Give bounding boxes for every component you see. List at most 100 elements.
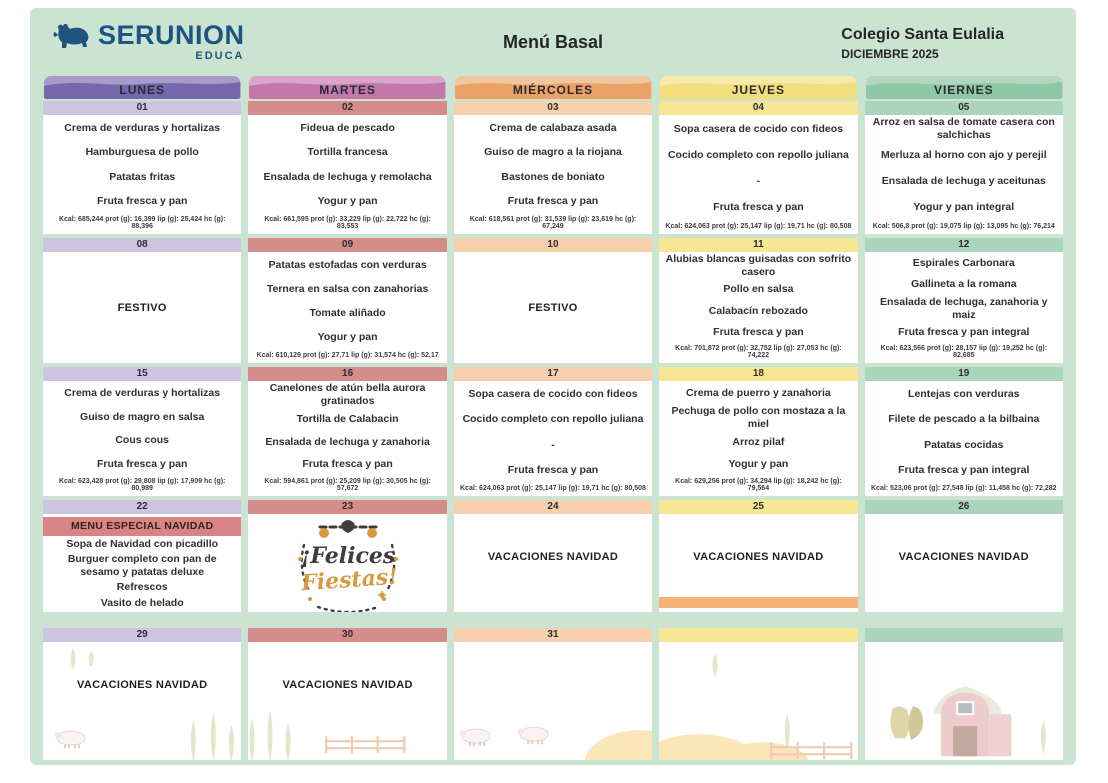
day-body: Espirales Carbonara Gallineta a la romana… (864, 252, 1063, 363)
nutrition-info: Kcal: 506,8 prot (g): 19,075 lip (g): 13… (872, 223, 1055, 230)
wreath-wrap: ¡Felices Fiestas! (253, 515, 441, 612)
farm-illustration (249, 710, 406, 760)
weekday-header-miercoles: MIÉRCOLES (454, 76, 652, 99)
day-cell-03: 03 Crema de calabaza asada Guiso de magro … (453, 101, 653, 234)
day-number: 30 (248, 628, 447, 642)
calendar-grid: LUNES MARTES MIÉRCOLES JUEVES VIERNES 01 Crema… (30, 76, 1076, 764)
nutrition-info: Kcal: 623,428 prot (g): 29,808 lip (g): … (58, 478, 226, 492)
brand-name: SERUNION (98, 20, 245, 50)
svg-text:Fiestas!: Fiestas! (299, 564, 398, 597)
menu-item: Yogur y pan (728, 458, 789, 471)
weekday-label: LUNES (119, 83, 166, 97)
weekday-label: JUEVES (731, 83, 786, 97)
menu-item: Fruta fresca y pan (507, 195, 599, 208)
menu-item: Cocido completo con repollo juliana (462, 413, 644, 426)
menu-item: Tomate aliñado (309, 307, 386, 320)
nutrition-info: Kcal: 523,06 prot (g): 27,548 lip (g): 1… (871, 485, 1057, 492)
day-number: 26 (864, 500, 1063, 514)
day-body: VACACIONES NAVIDAD (659, 514, 858, 612)
day-cell-col3 (659, 628, 858, 760)
menu-item: Crema de puerro y zanahoria (686, 386, 831, 399)
menu-item: Yogur y pan (317, 195, 378, 208)
day-number: 01 (43, 101, 242, 115)
menu-item: Crema de verduras y hortalizas (64, 121, 221, 134)
menu-item: Fruta fresca y pan (507, 463, 599, 476)
menu-item: Bastones de boniato (501, 170, 605, 183)
menu-item: Canelones de atún bella aurora gratinado… (269, 382, 426, 408)
festivo-label: FESTIVO (117, 302, 167, 314)
vacation-label: VACACIONES NAVIDAD (693, 551, 824, 563)
nutrition-info: Kcal: 618,561 prot (g): 31,539 lip (g): … (469, 216, 637, 230)
barn-illustration (890, 686, 1046, 757)
menu-item: Hamburguesa de pollo (85, 146, 199, 159)
vacation-label: VACACIONES NAVIDAD (77, 679, 208, 691)
day-cell-16: 16 Canelones de atún bella aurora gratina… (248, 367, 447, 496)
menu-item: Fruta fresca y pan (96, 457, 188, 470)
menu-item: Pechuga de pollo con mostaza a la miel (671, 404, 846, 430)
day-number: 24 (453, 500, 653, 514)
menu-item: Fideua de pescado (300, 121, 395, 134)
menu-item: Fruta fresca y pan integral (898, 463, 1030, 476)
menu-item: Fruta fresca y pan (713, 325, 804, 338)
menu-item: Crema de verduras y hortalizas (64, 387, 221, 400)
festivo-label: FESTIVO (528, 302, 578, 314)
day-cell-15: 15 Crema de verduras y hortalizas Guiso de… (43, 367, 242, 496)
menu-item: Yogur y pan integral (913, 201, 1015, 214)
day-number: 09 (248, 238, 447, 252)
menu-item: Espirales Carbonara (912, 257, 1015, 270)
svg-text:¡Felices: ¡Felices (300, 543, 395, 569)
day-cell-col4 (864, 628, 1063, 760)
ribbon-shape (43, 76, 241, 99)
menu-item: Sopa casera de cocido con fideos (468, 388, 638, 401)
day-body: FESTIVO (453, 252, 653, 363)
menu-item: Fruta fresca y pan (96, 195, 188, 208)
ribbon-shape (454, 76, 652, 99)
menu-item: Pollo en salsa (723, 283, 794, 296)
menu-item: Ensalada de lechuga y remolacha (263, 170, 432, 183)
orange-strip (659, 597, 858, 608)
day-number: 11 (659, 238, 858, 252)
menu-item: Arroz pilaf (732, 435, 785, 448)
vacation-label: VACACIONES NAVIDAD (282, 679, 413, 691)
menu-item: - (551, 438, 555, 451)
day-body: Patatas estofadas con verduras Ternera en… (248, 252, 447, 363)
weekday-header-lunes: LUNES (43, 76, 241, 99)
menu-item: Guiso de magro en salsa (80, 410, 205, 423)
nutrition-info: Kcal: 685,244 prot (g): 16,399 lip (g): … (58, 216, 226, 230)
day-cell-31: 31 (453, 628, 653, 760)
menu-item: Fruta fresca y pan (713, 201, 804, 214)
day-body: VACACIONES NAVIDAD (453, 514, 653, 612)
menu-item: Patatas cocidas (924, 438, 1004, 451)
nutrition-info: Kcal: 594,861 prot (g): 25,209 lip (g): … (264, 477, 431, 492)
ribbon-shape (865, 76, 1062, 99)
day-body (453, 642, 653, 760)
bull-icon (53, 23, 89, 48)
menu-item: Calabacín rebozado (708, 304, 808, 317)
nutrition-info: Kcal: 624,063 prot (g): 25,147 lip (g): … (460, 485, 646, 492)
day-body: Sopa casera de cocido con fideos Cocido c… (453, 381, 653, 496)
menu-title: Menú Basal (502, 32, 604, 52)
menu-item: Patatas estofadas con verduras (268, 258, 427, 271)
month-label: DICIEMBRE 2025 (841, 47, 939, 61)
menu-item: Burguer completo con pan de sesamo y pat… (67, 552, 217, 578)
menu-item: Vasito de helado (100, 597, 184, 610)
menu-item: Refrescos (116, 580, 168, 593)
school-name: Colegio Santa Eulalia (841, 26, 1004, 43)
day-body: Fideua de pescado Tortilla francesa Ensala… (248, 115, 447, 234)
menu-item: Cous cous (115, 434, 170, 447)
weekday-header-martes: MARTES (248, 76, 446, 99)
serunion-logo: SERUNION EDUCA (50, 22, 245, 62)
day-cell-29: 29 VACACIONES NAVIDAD (43, 628, 242, 760)
menu-item: Ensalada de lechuga, zanahoria y maiz (880, 295, 1048, 321)
menu-item: Ensalada de lechuga y aceitunas (881, 175, 1046, 188)
menu-item: Crema de calabaza asada (489, 121, 617, 134)
day-body: Crema de calabaza asada Guiso de magro a … (453, 115, 653, 234)
nutrition-info: Kcal: 629,256 prot (g): 34,294 lip (g): … (675, 477, 842, 492)
menu-item: Sopa casera de cocido con fideos (673, 122, 843, 135)
day-number: 23 (248, 500, 447, 514)
menu-item: Sopa de Navidad con picadillo (66, 537, 219, 550)
day-number (864, 628, 1063, 642)
farm-illustration (54, 648, 234, 760)
day-cell-01: 01 Crema de verduras y hortalizas Hamburgu… (43, 101, 242, 234)
